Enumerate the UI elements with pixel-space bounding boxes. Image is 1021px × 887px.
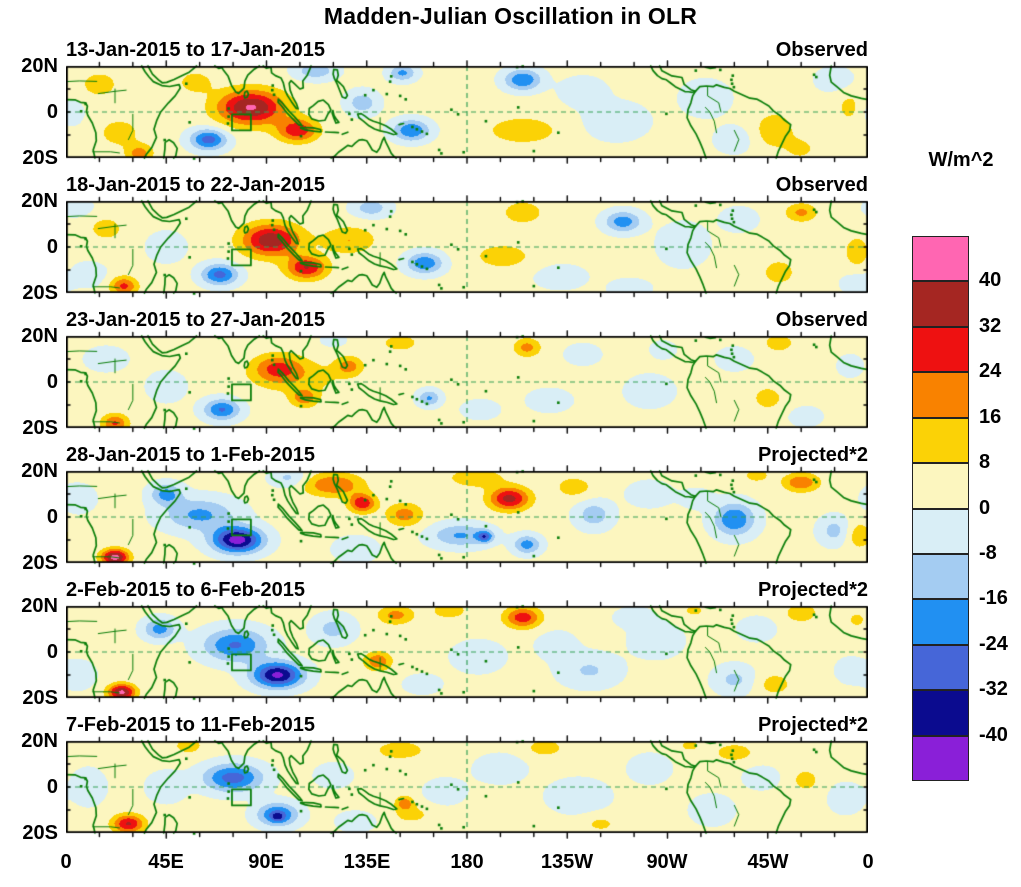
panel-4-lat-0-label: 0 (46, 506, 58, 528)
panel-6-source-label: Projected*2 (757, 714, 868, 736)
colorbar-cell-9 (912, 644, 969, 691)
colorbar-cell-0 (912, 236, 969, 282)
panel-4-lat-20n-label: 20N (21, 460, 58, 482)
panel-1-date-range: 13-Jan-2015 to 17-Jan-2015 (66, 39, 326, 61)
xtick-90e: 90E (248, 851, 284, 873)
colorbar-tick--40: -40 (979, 723, 1008, 746)
panel-3-date-range: 23-Jan-2015 to 27-Jan-2015 (66, 309, 326, 331)
panel-1-lat-20s-label: 20S (22, 147, 58, 169)
panel-3-lat-20n-label: 20N (21, 325, 58, 347)
xtick-135e: 135E (343, 851, 391, 873)
panel-5-lat-0-label: 0 (46, 641, 58, 663)
colorbar-cell-8 (912, 599, 969, 645)
panel-2-source-label: Observed (775, 174, 868, 196)
panel-4-source-label: Projected*2 (757, 444, 868, 466)
panel-2-date-range: 18-Jan-2015 to 22-Jan-2015 (66, 174, 326, 196)
colorbar-cell-4 (912, 417, 969, 464)
colorbar-tick-16: 16 (979, 405, 1002, 428)
colorbar-tick-0: 0 (979, 496, 991, 519)
colorbar-tick--8: -8 (979, 541, 997, 564)
panel-3-map (66, 330, 868, 434)
panel-5-source-label: Projected*2 (757, 579, 868, 601)
panel-2-lat-0-label: 0 (46, 236, 58, 258)
panel-4-map (66, 465, 868, 569)
colorbar-cell-10 (912, 690, 969, 736)
panel-5-map (66, 600, 868, 704)
colorbar-tick--32: -32 (979, 678, 1008, 701)
panel-5-header: 2-Feb-2015 to 6-Feb-2015 Projected*2 (66, 579, 868, 603)
colorbar-tick-8: 8 (979, 451, 991, 474)
panel-4-lat-20s-label: 20S (22, 552, 58, 574)
panel-3-lat-0-label: 0 (46, 371, 58, 393)
colorbar-units-label: W/m^2 (928, 149, 994, 171)
panel-5-lat-20s-label: 20S (22, 687, 58, 709)
colorbar-cell-6 (912, 508, 969, 554)
panel-2-header: 18-Jan-2015 to 22-Jan-2015 Observed (66, 174, 868, 198)
xtick-0-right: 0 (862, 851, 874, 873)
panel-2-lat-20s-label: 20S (22, 282, 58, 304)
xtick-135w: 135W (540, 851, 594, 873)
colorbar-tick-40: 40 (979, 269, 1002, 292)
colorbar-cell-5 (912, 463, 969, 509)
panel-1-lat-20n-label: 20N (21, 55, 58, 77)
xtick-0: 0 (60, 851, 72, 873)
xtick-180: 180 (450, 851, 484, 873)
panel-2-lat-20n-label: 20N (21, 190, 58, 212)
panel-3-source-label: Observed (775, 309, 868, 331)
colorbar-cell-3 (912, 372, 969, 418)
xtick-45e: 45E (148, 851, 184, 873)
colorbar-tick-32: 32 (979, 314, 1002, 337)
colorbar-tick--16: -16 (979, 587, 1008, 610)
colorbar-tick-24: 24 (979, 360, 1002, 383)
chart-title: Madden-Julian Oscillation in OLR (323, 3, 698, 29)
panel-6-lat-0-label: 0 (46, 776, 58, 798)
panel-6-lat-20n-label: 20N (21, 730, 58, 752)
panel-5-lat-20n-label: 20N (21, 595, 58, 617)
panel-3-lat-20s-label: 20S (22, 417, 58, 439)
xtick-90w: 90W (646, 851, 688, 873)
panel-6-date-range: 7-Feb-2015 to 11-Feb-2015 (66, 714, 315, 736)
colorbar-cell-2 (912, 326, 969, 373)
panel-6-map (66, 735, 868, 839)
colorbar-cell-11 (912, 735, 969, 782)
panel-1-lat-0-label: 0 (46, 101, 58, 123)
panel-4-header: 28-Jan-2015 to 1-Feb-2015 Projected*2 (66, 444, 868, 468)
colorbar-tick--24: -24 (979, 632, 1008, 655)
panel-1-header: 13-Jan-2015 to 17-Jan-2015 Observed (66, 39, 868, 63)
panel-6-lat-20s-label: 20S (22, 822, 58, 844)
panel-1-source-label: Observed (775, 39, 868, 61)
colorbar-cell-7 (912, 553, 969, 600)
panel-5-date-range: 2-Feb-2015 to 6-Feb-2015 (66, 579, 305, 601)
panel-4-date-range: 28-Jan-2015 to 1-Feb-2015 (66, 444, 316, 466)
xtick-45w: 45W (747, 851, 789, 873)
panel-6-header: 7-Feb-2015 to 11-Feb-2015 Projected*2 (66, 714, 868, 738)
panel-3-header: 23-Jan-2015 to 27-Jan-2015 Observed (66, 309, 868, 333)
panel-1-map (66, 60, 868, 164)
colorbar-cell-1 (912, 281, 969, 327)
panel-2-map (66, 195, 868, 299)
